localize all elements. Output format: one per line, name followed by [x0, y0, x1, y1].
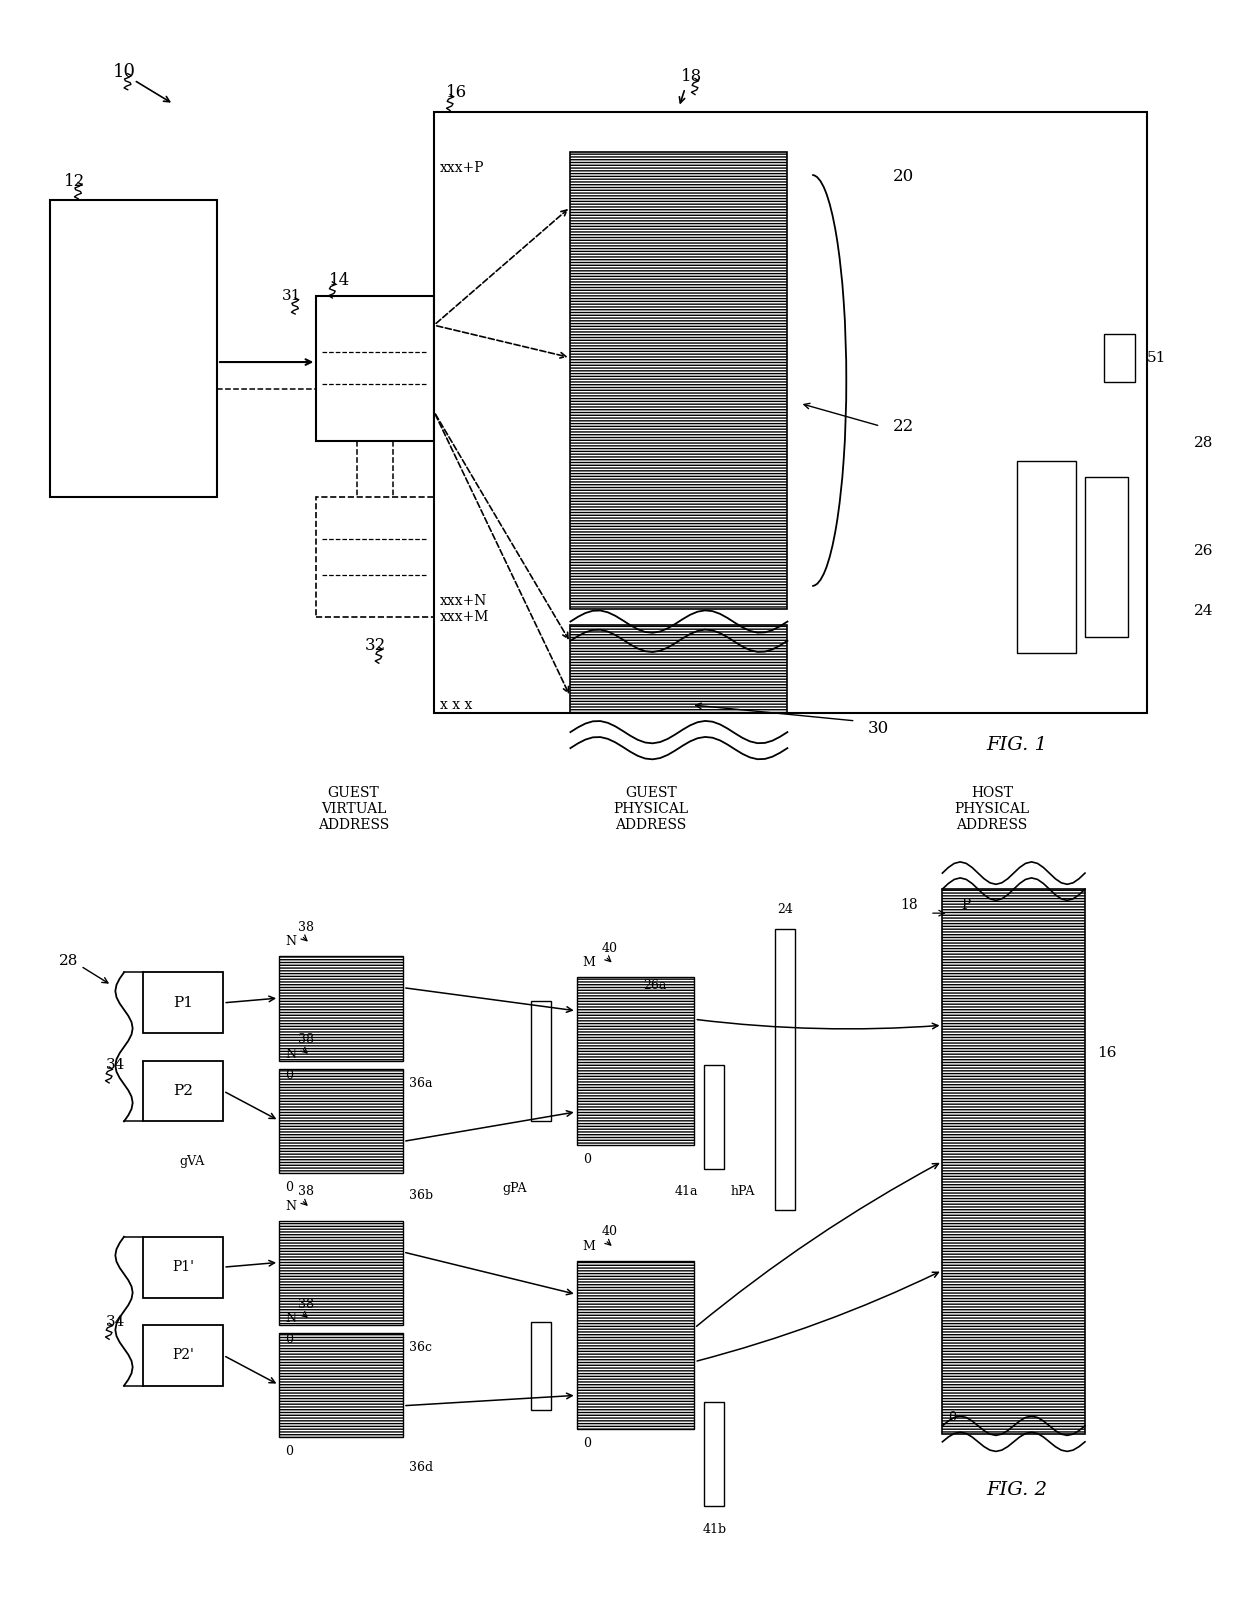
Bar: [279, 1221, 403, 1325]
Bar: [1104, 335, 1135, 383]
Text: 26a: 26a: [644, 979, 667, 992]
Text: 24: 24: [777, 904, 792, 916]
Text: xxx+M: xxx+M: [440, 610, 490, 623]
Text: 38: 38: [298, 1185, 314, 1198]
Text: 0: 0: [285, 1069, 293, 1081]
Text: 31: 31: [281, 290, 301, 303]
Text: 22: 22: [893, 418, 914, 434]
Text: 30: 30: [868, 721, 889, 737]
Text: 16: 16: [446, 85, 467, 101]
Text: 18: 18: [681, 69, 702, 85]
Text: 18: 18: [900, 899, 918, 912]
Text: N: N: [285, 1200, 296, 1213]
Text: gVA: gVA: [180, 1155, 205, 1168]
Text: 0: 0: [285, 1445, 293, 1458]
Bar: [704, 1402, 724, 1506]
Bar: [316, 497, 434, 617]
Text: N: N: [285, 936, 296, 948]
Text: 40: 40: [601, 942, 618, 955]
Text: gPA: gPA: [502, 1182, 527, 1195]
Text: M: M: [583, 1240, 595, 1253]
Text: 10: 10: [113, 62, 135, 82]
Text: P2': P2': [172, 1349, 193, 1362]
Text: 16: 16: [1097, 1046, 1117, 1059]
Bar: [570, 625, 787, 713]
Text: 20: 20: [893, 168, 914, 184]
Text: GUEST
PHYSICAL
ADDRESS: GUEST PHYSICAL ADDRESS: [614, 787, 688, 831]
Bar: [570, 625, 787, 713]
Text: 36c: 36c: [409, 1341, 433, 1354]
Bar: [577, 977, 694, 1145]
Text: GUEST
VIRTUAL
ADDRESS: GUEST VIRTUAL ADDRESS: [317, 787, 389, 831]
Text: 0: 0: [285, 1333, 293, 1346]
Bar: [1085, 477, 1128, 636]
Text: N: N: [285, 1048, 296, 1061]
Text: 28: 28: [1194, 436, 1214, 450]
Text: 51: 51: [1147, 351, 1167, 365]
Text: hPA: hPA: [730, 1185, 755, 1198]
Text: 24: 24: [1194, 604, 1214, 618]
Text: 0: 0: [583, 1437, 590, 1450]
Text: 38: 38: [298, 1033, 314, 1046]
Text: 40: 40: [601, 1226, 618, 1238]
Text: 38: 38: [298, 921, 314, 934]
Bar: [279, 1069, 403, 1173]
Text: 36d: 36d: [409, 1461, 433, 1474]
Text: FIG. 2: FIG. 2: [986, 1480, 1048, 1499]
Text: P2: P2: [172, 1085, 193, 1097]
Text: P: P: [961, 899, 970, 912]
Text: P1: P1: [172, 996, 193, 1009]
Bar: [570, 152, 787, 609]
Bar: [279, 1333, 403, 1437]
Bar: [316, 296, 434, 441]
Bar: [942, 889, 1085, 1434]
Text: FIG. 1: FIG. 1: [986, 735, 1048, 755]
Bar: [577, 977, 694, 1145]
Bar: [704, 1065, 724, 1169]
Bar: [279, 956, 403, 1061]
Text: x x x: x x x: [440, 698, 472, 711]
Text: 34: 34: [105, 1315, 125, 1328]
Bar: [279, 956, 403, 1061]
Bar: [577, 1261, 694, 1429]
Bar: [531, 1322, 551, 1410]
Bar: [570, 152, 787, 609]
Bar: [143, 1325, 223, 1386]
Text: 0: 0: [949, 1411, 956, 1424]
Bar: [434, 112, 1147, 713]
Bar: [279, 1069, 403, 1173]
Text: xxx+P: xxx+P: [440, 162, 485, 175]
Text: 28: 28: [58, 955, 78, 968]
Text: 41b: 41b: [702, 1524, 727, 1536]
Bar: [531, 1001, 551, 1121]
Bar: [50, 200, 217, 497]
Bar: [942, 889, 1085, 1434]
Text: N: N: [285, 1312, 296, 1325]
Text: 36a: 36a: [409, 1077, 433, 1089]
Bar: [143, 972, 223, 1033]
Bar: [775, 929, 795, 1210]
Text: xxx+N: xxx+N: [440, 594, 487, 607]
Text: HOST
PHYSICAL
ADDRESS: HOST PHYSICAL ADDRESS: [955, 787, 1029, 831]
Text: 12: 12: [63, 173, 86, 189]
Text: M: M: [583, 956, 595, 969]
Bar: [279, 1333, 403, 1437]
Bar: [143, 1237, 223, 1298]
Text: 26: 26: [1194, 543, 1214, 557]
Bar: [143, 1061, 223, 1121]
Text: 0: 0: [583, 1153, 590, 1166]
Text: 14: 14: [329, 272, 350, 288]
Bar: [1017, 461, 1076, 654]
Bar: [279, 1221, 403, 1325]
Text: 32: 32: [365, 638, 386, 654]
Text: 0: 0: [285, 1181, 293, 1193]
Text: 34: 34: [105, 1059, 125, 1072]
Text: 36b: 36b: [409, 1189, 433, 1202]
Text: 41a: 41a: [675, 1185, 698, 1198]
Text: P1': P1': [172, 1261, 193, 1274]
Text: 38: 38: [298, 1298, 314, 1310]
Bar: [577, 1261, 694, 1429]
